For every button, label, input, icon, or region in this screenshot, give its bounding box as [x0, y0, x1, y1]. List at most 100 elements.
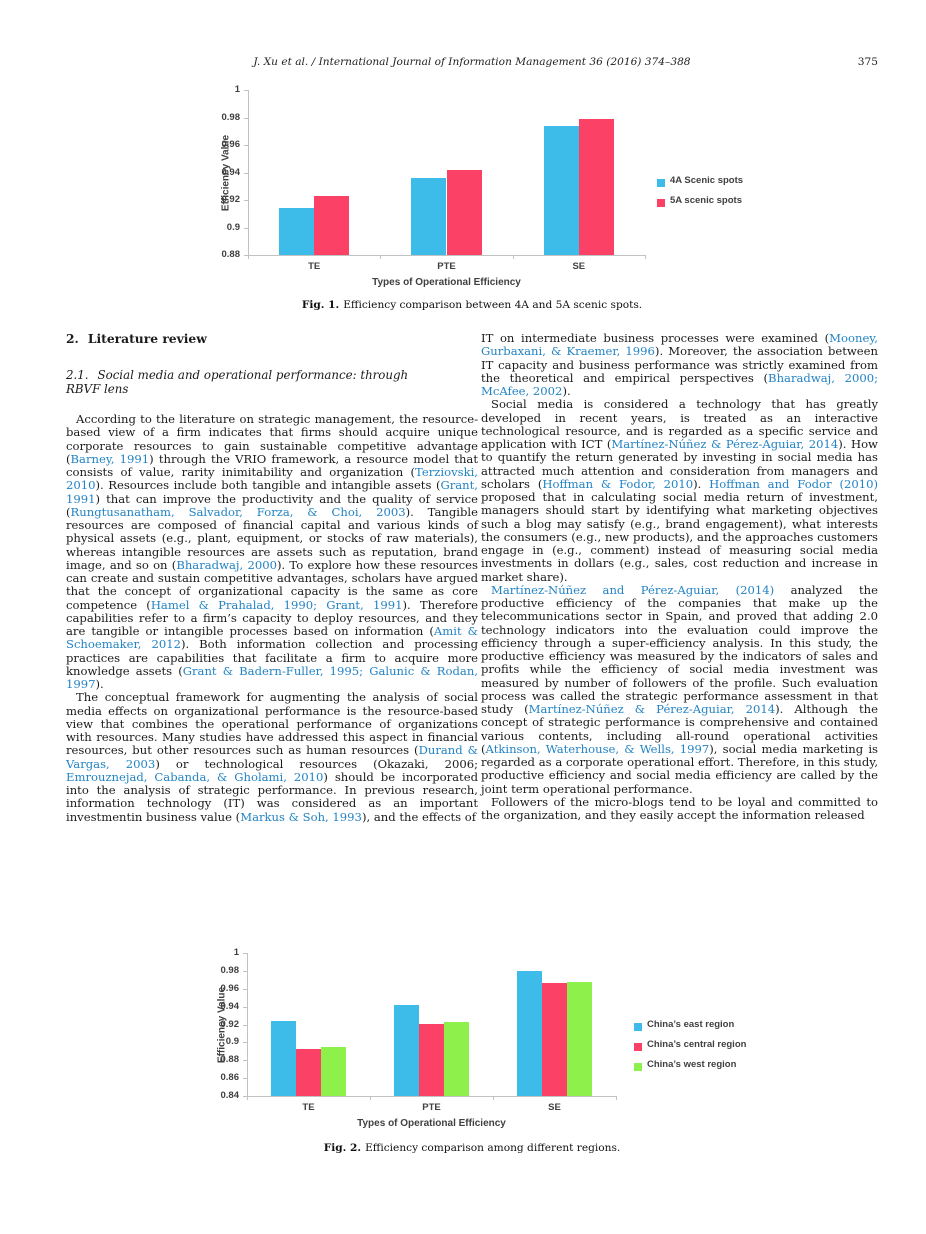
y-tick-label: 0.92: [221, 194, 241, 205]
citation-link[interactable]: Durand & Vargas, 2003: [66, 743, 478, 771]
citation-link[interactable]: Bharadwaj, 2000; McAfee, 2002: [481, 370, 878, 398]
citation-link[interactable]: Hoffman & Fodor, 2010: [542, 476, 694, 491]
y-tick-mark: [244, 117, 248, 119]
y-tick-label: 0.94: [220, 1000, 240, 1012]
y-tick-label: 1: [233, 947, 239, 958]
legend-label: China’s west region: [647, 1059, 737, 1070]
x-tick-mark: [370, 1096, 371, 1100]
x-tick-mark: [616, 1096, 617, 1100]
bar-te-series3: [321, 1046, 346, 1096]
section-number: 2.: [66, 331, 79, 346]
x-category-label: TE: [308, 261, 321, 272]
y-tick-mark: [244, 172, 248, 174]
bar-se-series2: [541, 983, 567, 1096]
y-tick-mark: [243, 1006, 247, 1008]
legend-label: 5A scenic spots: [670, 195, 742, 206]
y-tick-mark: [243, 953, 247, 954]
citation-link[interactable]: Atkinson, Waterhouse, & Wells, 1997: [485, 741, 710, 756]
legend-swatch-icon: [634, 1063, 642, 1071]
x-category-label: TE: [302, 1102, 315, 1113]
y-tick-mark: [243, 970, 247, 972]
figure-2-bar-chart: 1 0.98 0.96 0.94 0.92 0.9 0.88 0.86 0.84 TE PTE SE E…: [0, 945, 926, 1140]
legend-swatch-icon: [657, 179, 665, 187]
x-category-label: PTE: [422, 1102, 441, 1113]
y-tick-label: 0.88: [221, 249, 241, 260]
bar-te-series1: [270, 1020, 296, 1096]
figure-1-caption-label: Fig. 1.: [301, 299, 340, 311]
legend-swatch-icon: [634, 1023, 642, 1031]
page-number: 375: [857, 56, 878, 68]
y-axis-title: Efficiency Value: [216, 986, 228, 1063]
figure-1: 1 0.98 0.96 0.94 0.92 0.9 0.88 TE PTE SE Efficienc…: [0, 84, 926, 298]
citation-link[interactable]: Grant & Badern-Fuller, 1995; Galunic & R…: [66, 663, 478, 691]
subsection-number: 2.1.: [66, 368, 89, 382]
section-title: Literature review: [87, 331, 207, 346]
x-axis-title: Types of Operational Efficiency: [357, 1118, 506, 1129]
y-tick-label: 1: [234, 84, 240, 95]
y-tick-mark: [243, 988, 247, 990]
y-axis-line: [247, 953, 248, 1096]
x-axis-title: Types of Operational Efficiency: [372, 277, 521, 288]
legend-label: 4A Scenic spots: [670, 175, 744, 186]
subsection-title: Social media and operational performance…: [66, 368, 409, 396]
x-axis-line: [243, 1096, 616, 1097]
bar-se-series1: [543, 125, 579, 255]
bar-te-series2: [295, 1048, 321, 1096]
y-tick-mark: [243, 1096, 247, 1097]
running-head: J. Xu et al. / International Journal of …: [66, 56, 878, 68]
y-tick-mark: [244, 255, 248, 256]
paragraph: According to the literature on strategic…: [66, 412, 478, 691]
subsection-heading: 2.1. Social media and operational perform…: [66, 368, 438, 396]
citation-link[interactable]: Amit & Schoemaker, 2012: [66, 624, 478, 652]
x-category-label: SE: [572, 261, 586, 272]
x-category-label: PTE: [437, 261, 456, 272]
bar-te-series1: [279, 208, 315, 255]
y-tick-label: 0.86: [220, 1072, 240, 1084]
bar-pte-series1: [393, 1004, 419, 1096]
citation-link[interactable]: Rungtusanatham, Salvador, Forza, & Choi,…: [70, 504, 406, 519]
y-tick-label: 0.9: [226, 221, 240, 233]
x-category-label: SE: [548, 1102, 561, 1113]
legend-swatch-icon: [634, 1043, 642, 1051]
running-title: J. Xu et al. / International Journal of …: [253, 56, 691, 68]
bar-pte-series1: [411, 178, 447, 255]
y-tick-mark: [244, 90, 248, 91]
x-tick-mark: [512, 255, 514, 259]
paragraph: Social media is considered a technology …: [481, 397, 878, 584]
y-tick-label: 0.98: [220, 964, 240, 976]
citation-link[interactable]: Terziovski, 2010: [66, 465, 478, 493]
paragraph: IT on intermediate business processes we…: [481, 331, 878, 398]
y-tick-label: 0.94: [221, 166, 241, 178]
y-tick-mark: [243, 1042, 247, 1044]
x-tick-mark: [248, 255, 249, 259]
paragraph: Followers of the micro-blogs tend to be …: [481, 794, 878, 822]
citation-link[interactable]: Grant, 1991: [66, 478, 478, 506]
legend-label: China’s central region: [647, 1039, 747, 1050]
left-column: 2. Literature review 2.1. Social media and…: [66, 332, 478, 824]
y-tick-label: 0.96: [221, 139, 241, 150]
citation-link[interactable]: Hamel & Prahalad, 1990; Grant, 1991: [150, 597, 403, 612]
y-tick-mark: [243, 1024, 247, 1026]
citation-link[interactable]: Markus & Soh, 1993: [240, 809, 362, 824]
figure-1-bar-chart: 1 0.98 0.96 0.94 0.92 0.9 0.88 TE PTE SE Efficienc…: [0, 84, 926, 298]
bar-pte-series2: [418, 1023, 444, 1096]
y-tick-label: 0.88: [220, 1054, 240, 1066]
citation-link[interactable]: Martínez-Núñez & Pérez-Aguiar, 2014: [611, 437, 839, 451]
citation-link[interactable]: Hoffman and Fodor (2010): [709, 476, 878, 491]
y-tick-label: 0.9: [225, 1036, 239, 1048]
citation-link[interactable]: Barney, 1991: [70, 451, 150, 466]
bar-te-series2: [314, 195, 350, 255]
left-column-text: According to the literature on strategic…: [66, 412, 479, 824]
paragraph: The conceptual framework for augmenting …: [66, 690, 479, 824]
citation-link[interactable]: Martínez-Núñez and Pérez-Aguiar, (2014): [491, 582, 775, 597]
y-axis-line: [248, 90, 249, 255]
citation-link[interactable]: Martínez-Núñez & Pérez-Aguiar, 2014: [528, 702, 776, 716]
bar-se-series1: [516, 970, 542, 1096]
x-tick-mark: [645, 255, 646, 259]
legend-label: China’s east region: [647, 1019, 735, 1030]
citation-link[interactable]: Mooney, Gurbaxani, & Kraemer, 1996: [481, 331, 878, 359]
citation-link[interactable]: Emrouznejad, Cabanda, & Gholami, 2010: [66, 769, 324, 784]
legend-swatch-icon: [657, 199, 665, 207]
citation-link[interactable]: Bharadwaj, 2000: [176, 557, 277, 572]
